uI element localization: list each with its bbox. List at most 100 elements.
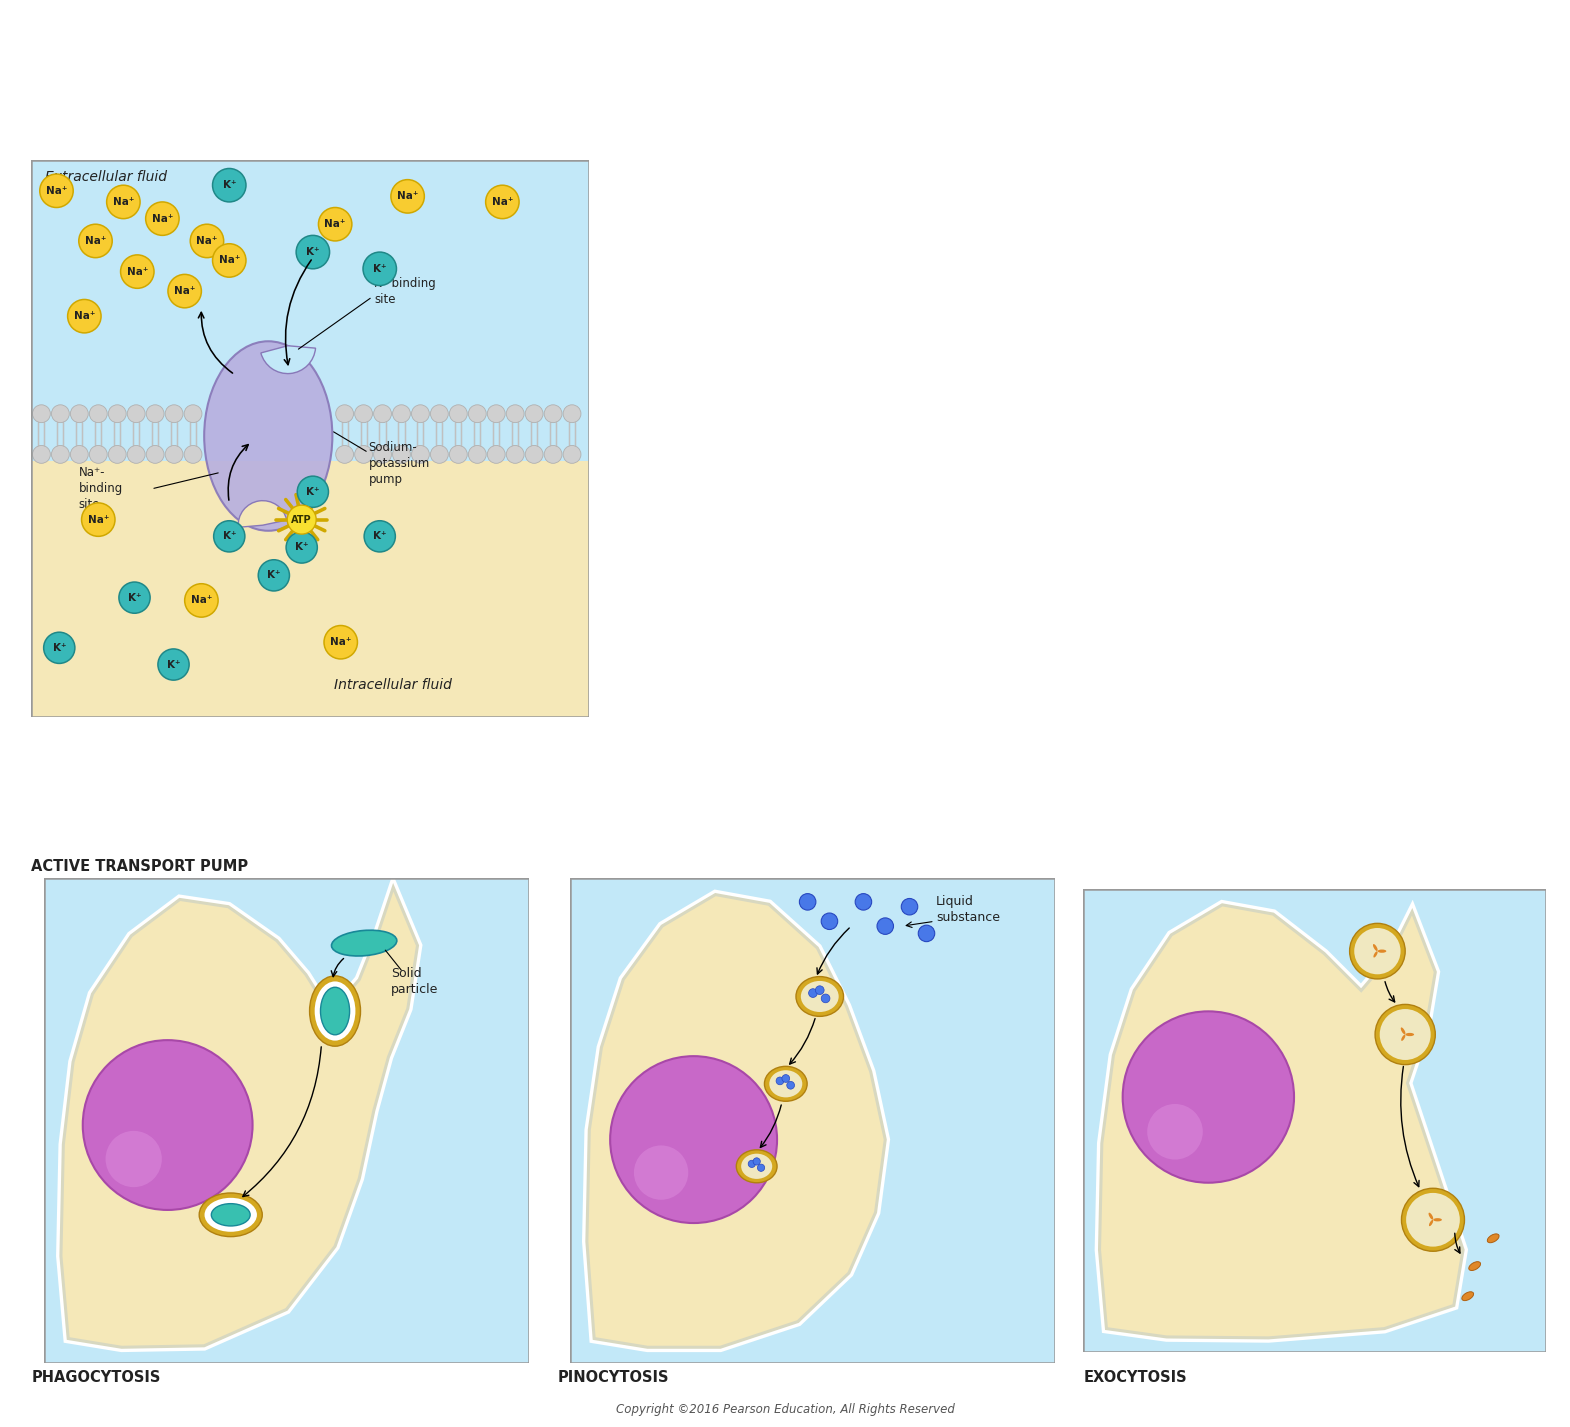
Ellipse shape (1462, 1291, 1474, 1300)
Circle shape (165, 445, 184, 464)
Circle shape (611, 1056, 777, 1223)
Circle shape (52, 405, 69, 422)
Circle shape (297, 477, 328, 508)
Text: K⁺: K⁺ (306, 247, 320, 257)
Circle shape (391, 180, 424, 213)
Circle shape (105, 1130, 162, 1187)
Circle shape (856, 893, 871, 910)
Ellipse shape (1433, 1219, 1441, 1222)
Circle shape (1355, 928, 1400, 975)
Polygon shape (587, 895, 885, 1347)
Text: K⁺: K⁺ (166, 659, 181, 669)
Circle shape (411, 405, 429, 422)
Text: Na⁺: Na⁺ (85, 235, 107, 245)
Circle shape (374, 445, 391, 464)
Text: Na⁺: Na⁺ (113, 197, 133, 207)
Circle shape (165, 405, 184, 422)
Circle shape (212, 244, 246, 277)
Circle shape (526, 405, 543, 422)
Circle shape (107, 186, 140, 218)
Wedge shape (239, 501, 287, 528)
Circle shape (119, 582, 151, 614)
Ellipse shape (736, 1150, 777, 1183)
Circle shape (776, 1077, 783, 1085)
Circle shape (545, 445, 562, 464)
Text: K⁺: K⁺ (223, 180, 235, 190)
Circle shape (374, 405, 391, 422)
Circle shape (782, 1075, 790, 1082)
Text: K⁺: K⁺ (374, 264, 386, 274)
Circle shape (430, 445, 449, 464)
Circle shape (564, 405, 581, 422)
Polygon shape (1099, 905, 1463, 1339)
Circle shape (1402, 1189, 1465, 1251)
Circle shape (449, 405, 468, 422)
Circle shape (449, 445, 468, 464)
Circle shape (1407, 1193, 1460, 1247)
Ellipse shape (741, 1153, 772, 1179)
Circle shape (212, 168, 246, 203)
Text: K⁺: K⁺ (295, 542, 308, 552)
Circle shape (878, 918, 893, 935)
Circle shape (355, 445, 372, 464)
Polygon shape (61, 888, 418, 1347)
Circle shape (1350, 923, 1405, 979)
Text: ATP: ATP (292, 515, 312, 525)
Circle shape (297, 235, 330, 268)
Ellipse shape (769, 1070, 802, 1097)
Circle shape (121, 255, 154, 288)
Circle shape (168, 274, 201, 308)
Text: Extracellular fluid: Extracellular fluid (46, 170, 168, 184)
Text: PINOCYTOSIS: PINOCYTOSIS (557, 1370, 669, 1386)
Circle shape (392, 405, 410, 422)
Circle shape (1148, 1104, 1203, 1160)
Circle shape (485, 186, 520, 218)
Text: K⁺: K⁺ (127, 592, 141, 602)
Circle shape (82, 502, 115, 537)
Ellipse shape (1400, 1035, 1405, 1040)
Ellipse shape (1377, 949, 1386, 953)
Ellipse shape (1429, 1220, 1433, 1226)
Bar (31, 160, 589, 461)
Circle shape (487, 445, 506, 464)
Circle shape (214, 521, 245, 552)
Wedge shape (261, 345, 316, 374)
Bar (31, 461, 589, 718)
Circle shape (336, 445, 353, 464)
Text: K⁺: K⁺ (223, 531, 235, 541)
Text: Sodium-
potassium
pump: Sodium- potassium pump (369, 441, 430, 487)
Circle shape (44, 632, 75, 664)
Circle shape (634, 1146, 688, 1200)
Text: Na⁺: Na⁺ (88, 515, 108, 525)
Circle shape (287, 505, 316, 534)
Circle shape (487, 405, 506, 422)
Circle shape (468, 445, 487, 464)
Text: K⁺: K⁺ (267, 571, 281, 581)
Circle shape (799, 893, 816, 910)
Ellipse shape (1400, 1027, 1405, 1035)
Circle shape (146, 203, 179, 235)
Ellipse shape (212, 1203, 250, 1226)
Ellipse shape (309, 976, 361, 1046)
Ellipse shape (314, 982, 355, 1040)
Circle shape (757, 1164, 765, 1172)
Circle shape (355, 405, 372, 422)
Circle shape (411, 445, 429, 464)
Circle shape (127, 405, 144, 422)
Text: Na⁺: Na⁺ (190, 595, 212, 605)
Ellipse shape (204, 341, 333, 531)
Circle shape (336, 405, 353, 422)
Text: Na⁺: Na⁺ (74, 311, 96, 321)
Text: Na⁺: Na⁺ (196, 235, 218, 245)
Circle shape (809, 989, 818, 997)
Circle shape (821, 995, 831, 1003)
Circle shape (71, 405, 88, 422)
Circle shape (146, 445, 163, 464)
Ellipse shape (1374, 945, 1377, 950)
Ellipse shape (801, 980, 838, 1012)
Circle shape (127, 445, 144, 464)
Ellipse shape (199, 1193, 262, 1237)
Ellipse shape (1374, 952, 1377, 958)
Circle shape (1375, 1005, 1435, 1065)
Circle shape (506, 445, 524, 464)
